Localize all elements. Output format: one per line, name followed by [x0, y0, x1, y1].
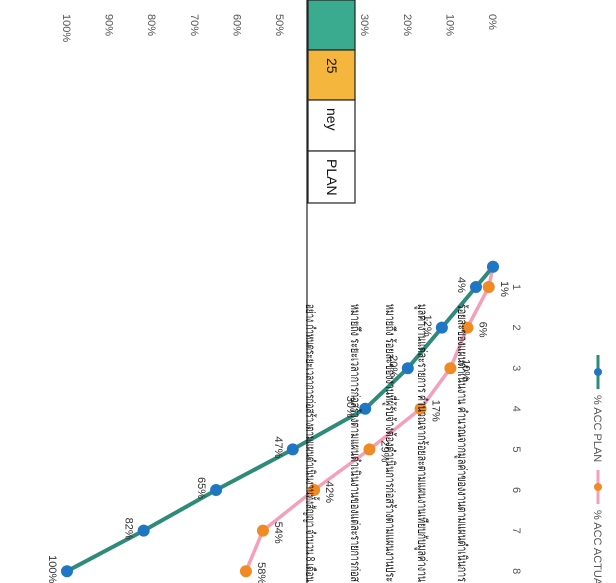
data-label: 1% [498, 281, 510, 297]
data-label: 42% [323, 481, 335, 503]
data-label: 58% [255, 562, 267, 583]
table-cell-text: PLAN [324, 159, 340, 196]
y-tick-label: 0% [486, 14, 498, 30]
data-label: 20% [387, 355, 399, 377]
data-label: 6% [476, 322, 488, 338]
y-axis: 0%10%20%30%40%50%60%70%80%90%100% [60, 14, 498, 42]
table-cell [307, 0, 356, 51]
text-line: ร้อยละของแผนดำเนินงาน คำนวณจากมูลค่าของง… [454, 304, 470, 582]
data-point [435, 321, 448, 334]
data-label: 4% [455, 277, 467, 293]
x-tick-label: 3 [510, 365, 522, 371]
x-tick-label: 7 [510, 528, 522, 534]
data-label: 65% [195, 477, 207, 499]
data-label: 12% [421, 315, 433, 337]
data-label: 10% [459, 359, 471, 381]
data-point [137, 524, 150, 537]
data-point [308, 484, 321, 496]
data-point [487, 260, 499, 273]
legend-swatch-marker [594, 483, 602, 491]
data-label: 30% [344, 396, 356, 418]
y-tick-label: 60% [230, 14, 242, 36]
data-point [444, 362, 457, 375]
plot-area: 1% 6% 10% 17% 29% 42% 54% 58% 4% 12% 20% 30% 47% 65% 8… [46, 260, 510, 583]
x-tick-label: 4 [510, 406, 522, 412]
text-line: หมายถึง ร้อยละของงานที่ผู้รับจ้างต้องดำเ… [382, 304, 399, 582]
x-axis: 1 2 3 4 5 6 7 8 [510, 284, 522, 574]
data-point [469, 281, 482, 293]
x-tick-label: 6 [510, 487, 522, 493]
data-label: 82% [123, 518, 135, 540]
y-tick-label: 10% [443, 14, 455, 36]
data-point [363, 443, 376, 456]
x-tick-label: 1 [510, 284, 522, 290]
legend: % ACC PLAN % ACC ACTUAL [591, 355, 603, 583]
text-line: หมายถึง ระยะเวลาการก่อสร้างตามแผนดำเนินง… [348, 304, 363, 582]
x-tick-label: 8 [510, 568, 522, 574]
x-tick-label: 2 [510, 325, 522, 331]
data-label: 54% [272, 522, 284, 544]
data-point [210, 484, 223, 496]
y-tick-label: 90% [103, 14, 115, 36]
data-label: 100% [46, 555, 58, 583]
data-point [461, 321, 474, 334]
x-tick-label: 5 [510, 446, 522, 452]
y-tick-label: 80% [145, 14, 157, 36]
data-label: 29% [378, 440, 390, 462]
data-point [61, 565, 73, 578]
table-cell-text: 25 [324, 58, 340, 74]
y-tick-label: 50% [273, 14, 285, 36]
y-tick-label: 100% [60, 14, 72, 42]
data-point [256, 524, 269, 537]
document-table: 25 ney PLAN [306, 0, 356, 583]
data-point [286, 443, 299, 456]
data-label: 17% [430, 400, 442, 422]
data-point [239, 565, 252, 578]
table-cell [307, 150, 356, 204]
table-cell-text: ney [324, 108, 340, 131]
data-point [482, 281, 495, 293]
legend-swatch-marker [594, 368, 602, 376]
legend-label: % ACC PLAN [591, 395, 603, 462]
y-tick-label: 30% [358, 14, 370, 36]
text-line: มูลค่างานแต่ละรายการ คำนวณจากร้อยละตามแผ… [414, 304, 430, 582]
data-point [359, 402, 372, 415]
y-tick-label: 70% [188, 14, 200, 36]
data-point [414, 402, 427, 415]
text-line: อย่าง กำหนดระยะเวลาการก่อสร้างตามแผนดำเน… [303, 304, 320, 582]
data-label: 47% [272, 436, 284, 458]
legend-label: % ACC ACTUAL [591, 510, 603, 583]
data-point [401, 362, 414, 375]
y-tick-label: 20% [401, 14, 413, 36]
